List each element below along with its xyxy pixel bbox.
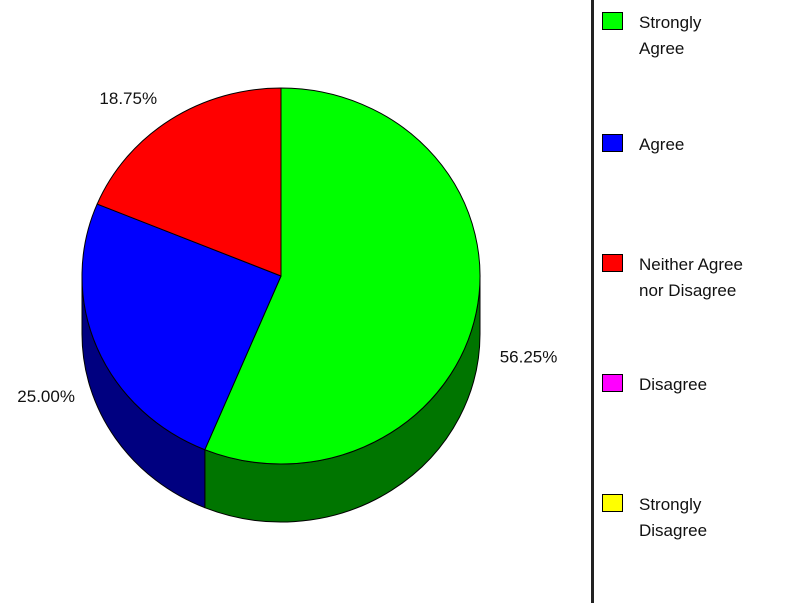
legend-label-disagree: Disagree — [639, 375, 708, 394]
legend-label-neither: Neither Agree nor Disagree — [639, 255, 743, 300]
pie-slice-strongly-agree — [204, 87, 481, 465]
legend-label-strongly-disagree: Strongly Disagree — [639, 495, 708, 540]
pie-chart-svg: 56.25% 25.00% 18.75% — [17, 87, 558, 523]
pie-slice-agree — [81, 203, 282, 451]
legend-swatch-strongly-agree — [602, 12, 623, 30]
legend-swatch-disagree — [602, 374, 623, 392]
legend-divider — [591, 0, 594, 603]
slice-label-agree: 25.00% — [17, 387, 75, 406]
legend-label-agree: Agree — [639, 135, 685, 154]
legend-swatch-strongly-disagree — [602, 494, 623, 512]
legend-swatch-neither — [602, 254, 623, 272]
pie-chart: 56.25% 25.00% 18.75% — [17, 87, 558, 523]
slice-label-neither-agree-nor-disagree: 18.75% — [99, 89, 157, 108]
slice-label-strongly-agree: 56.25% — [500, 347, 558, 366]
legend-swatch-agree — [602, 134, 623, 152]
legend-label-strongly-agree: Strongly Agree — [639, 13, 702, 58]
pie-slice-neither-agree-nor-disagree — [96, 87, 282, 277]
